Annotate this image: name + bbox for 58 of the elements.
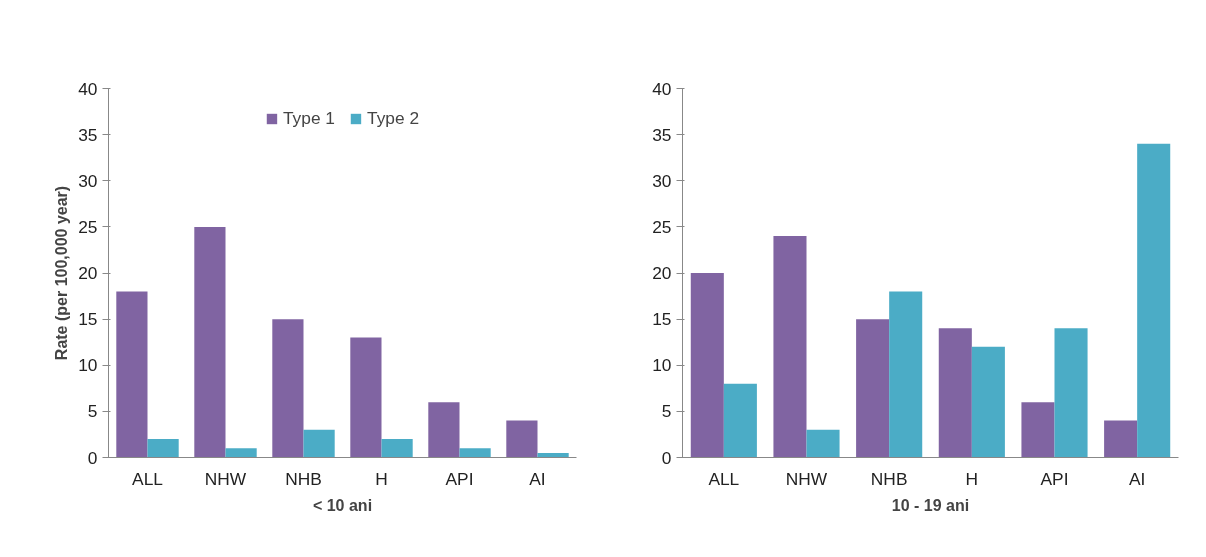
y-tick-label: 20: [78, 263, 98, 283]
y-tick-label: 0: [87, 447, 98, 468]
bar: [303, 429, 335, 458]
y-tick-label: 30: [652, 170, 672, 191]
bar: [428, 402, 460, 458]
y-tick-label: 35: [78, 124, 98, 145]
bar: [856, 319, 890, 458]
y-tick-label: 25: [78, 216, 98, 237]
x-tick-label: API: [1040, 468, 1069, 489]
bar: [773, 236, 807, 458]
bar: [1021, 402, 1055, 458]
x-tick-label: NHW: [785, 468, 828, 489]
y-tick-label: 40: [652, 78, 672, 99]
bar: [938, 328, 972, 458]
legend-label: Type 1: [282, 108, 335, 129]
y-tick-label: 5: [661, 401, 672, 422]
bar: [225, 448, 257, 458]
y-tick-label: 15: [78, 309, 98, 330]
x-tick-label: NHW: [204, 468, 247, 489]
bar: [147, 439, 179, 458]
bar: [350, 337, 382, 458]
x-tick-label: AI: [529, 468, 546, 489]
x-tick-label: H: [375, 468, 388, 489]
y-tick-label: 5: [87, 401, 98, 422]
y-tick-label: 10: [78, 355, 98, 376]
x-tick-label: API: [445, 468, 474, 489]
y-tick-label: 15: [652, 309, 672, 330]
bar: [272, 319, 304, 458]
x-axis-title: < 10 ani: [312, 496, 373, 514]
x-tick-label: AI: [1128, 468, 1146, 489]
y-tick-label: 35: [652, 124, 672, 145]
bar: [459, 448, 491, 458]
y-tick-label: 40: [78, 78, 98, 99]
bar: [806, 429, 840, 458]
bar: [194, 226, 226, 458]
bar: [723, 383, 757, 458]
x-axis-title: 10 - 19 ani: [891, 496, 970, 514]
x-tick-label: ALL: [708, 468, 740, 489]
bar: [1137, 143, 1171, 458]
y-axis-title: Rate (per 100,000 year): [53, 185, 71, 361]
legend-label: Type 2: [367, 108, 420, 129]
bar: [889, 291, 923, 458]
bar: [690, 273, 724, 458]
x-tick-label: ALL: [132, 468, 164, 489]
bar: [116, 291, 148, 458]
x-tick-label: H: [965, 468, 979, 489]
x-tick-label: NHB: [285, 468, 322, 489]
bar: [381, 439, 413, 458]
y-tick-label: 30: [78, 170, 98, 191]
bar: [1054, 328, 1088, 458]
bar: [971, 346, 1005, 458]
bar: [1104, 420, 1138, 458]
bar: [506, 420, 538, 458]
y-tick-label: 20: [652, 263, 672, 283]
y-tick-label: 25: [652, 216, 672, 237]
x-tick-label: NHB: [870, 468, 908, 489]
y-tick-label: 10: [652, 355, 672, 376]
y-tick-label: 0: [661, 447, 672, 468]
